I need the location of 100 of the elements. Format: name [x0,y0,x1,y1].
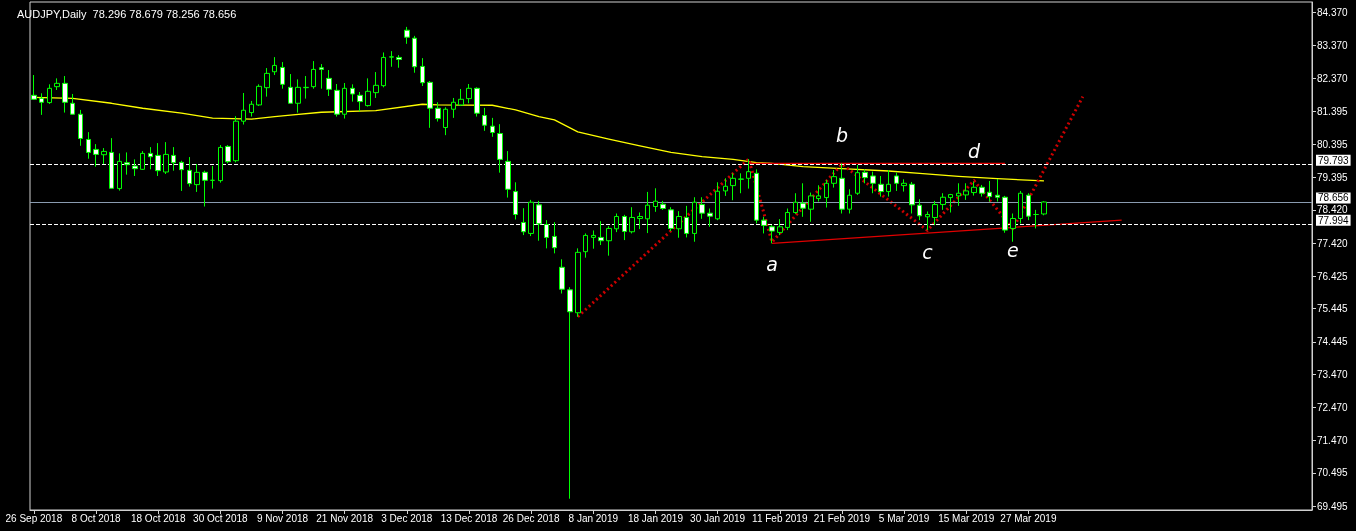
x-tick-label: 8 Oct 2018 [71,512,121,524]
candlestick [591,229,596,250]
candlestick [194,163,200,193]
candlestick [528,199,534,237]
y-tick-label: 73.470 [1317,368,1349,380]
candlestick [855,164,860,196]
candlestick [909,181,915,214]
candlestick [1026,192,1031,221]
candlestick [940,192,946,211]
candlestick [256,83,262,107]
candlestick [47,83,52,105]
candlestick [264,67,270,98]
candlestick [342,82,347,120]
x-tick-label: 21 Nov 2018 [316,512,374,524]
candlestick [793,192,798,215]
candlestick [1018,190,1023,224]
candlestick [676,210,682,239]
y-tick-label: 70.495 [1317,467,1349,479]
candlestick [404,26,410,45]
candlestick [295,78,301,114]
candlestick [210,165,215,190]
data-label: b [835,123,848,146]
x-tick-label: 5 Mar 2019 [878,512,930,524]
candlestick [715,181,720,221]
y-tick-label: 84.370 [1317,6,1349,18]
x-tick-label: 18 Oct 2018 [130,512,186,524]
x-tick-label: 26 Sep 2018 [5,512,63,524]
data-label: d [967,140,981,163]
x-tick-label: 9 Nov 2018 [256,512,309,524]
candlestick [606,225,612,257]
candlestick [948,193,953,213]
candlestick [140,150,145,171]
candlestick [824,179,829,209]
x-tick-label: 15 Mar 2019 [938,512,995,524]
candlestick [373,71,379,99]
candlestick [614,213,619,233]
candlestick [1041,200,1047,216]
y-tick-label: 76.425 [1317,270,1349,282]
ref-line-label: 79.793 [1318,154,1350,166]
y-tick-label: 74.445 [1317,336,1349,348]
y-tick-label: 81.395 [1317,105,1349,117]
candlestick [637,212,643,230]
candlestick [987,180,992,203]
candlestick [513,181,518,220]
candlestick [350,83,355,103]
y-tick-label: 69.495 [1317,500,1349,512]
candlestick [738,172,744,194]
y-tick-label: 78.420 [1317,204,1349,216]
candlestick [334,83,340,118]
candlestick [917,198,922,221]
candlestick [979,184,985,198]
candlestick [878,175,884,198]
candlestick [225,144,231,164]
candlestick [995,178,1000,203]
x-tick-label: 8 Jan 2019 [568,512,619,524]
candlestick [117,152,122,192]
candlestick [451,97,456,119]
candlestick [78,109,83,147]
candlestick [233,115,239,163]
candlestick [723,177,728,197]
candlestick [303,75,309,100]
candlestick [862,168,868,184]
candlestick [31,74,37,101]
candlestick [389,50,394,68]
candlestick [272,56,277,76]
candlestick [971,181,977,197]
candlestick [653,187,658,213]
candlestick [435,101,441,123]
candlestick [458,88,464,107]
candlestick [420,57,425,87]
candlestick [86,131,91,160]
candlestick [808,192,814,223]
candlestick [730,172,736,201]
candlestick [925,211,930,231]
candlestick [381,51,386,88]
candlestick [816,184,821,203]
candlestick [241,92,246,126]
candlestick [645,191,650,234]
candlestick [427,80,433,129]
candlestick [249,100,254,118]
x-tick-label: 27 Mar 2019 [1000,512,1057,524]
x-tick-label: 3 Dec 2018 [381,512,433,524]
candlestick [963,182,969,201]
candlestick [54,77,60,91]
candlestick [886,169,891,198]
candlestick [567,286,573,500]
candlestick [101,147,107,165]
candlestick [583,232,588,259]
candlestick [746,158,751,190]
candlestick [559,258,565,295]
data-label: a [766,252,778,275]
candlestick [932,200,938,226]
y-tick-label: 79.395 [1317,171,1349,183]
candlestick [288,73,293,104]
y-tick-label: 72.470 [1317,401,1349,413]
candlestick [800,182,806,218]
data-label: c [922,240,934,263]
x-tick-label: 13 Dec 2018 [440,512,498,524]
candlestick [357,91,363,112]
y-tick-label: 80.395 [1317,138,1349,150]
